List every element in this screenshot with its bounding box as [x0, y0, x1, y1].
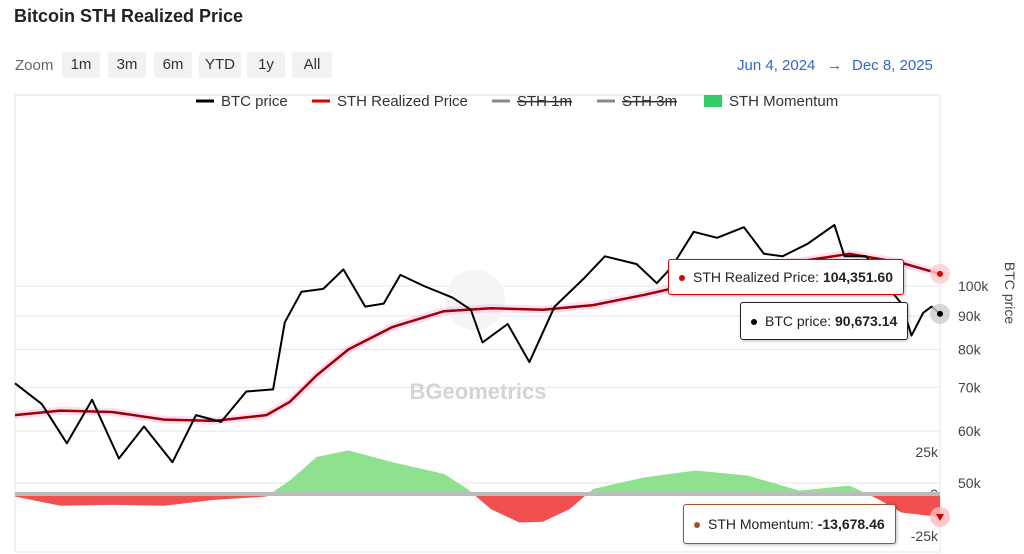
- btc-tooltip-dot: [751, 319, 757, 326]
- sth-hover-point: [937, 270, 943, 277]
- momentum-tooltip-value: -13,678.46: [817, 516, 885, 532]
- y-tick-label: 80k: [958, 341, 982, 357]
- zoom-6m-button[interactable]: 6m: [154, 52, 192, 78]
- momentum-tick-label: 25k: [915, 444, 939, 460]
- zoom-label: Zoom: [15, 57, 54, 74]
- y-tick-label: 60k: [958, 423, 982, 439]
- momentum-area-negative: [15, 494, 940, 523]
- sth-tooltip-dot: [679, 275, 685, 282]
- zoom-1m-button[interactable]: 1m: [62, 52, 100, 78]
- range-from-input[interactable]: Jun 4, 2024: [737, 57, 816, 74]
- momentum-area-positive: [15, 450, 940, 494]
- legend-item-label: STH 3m: [622, 93, 677, 110]
- range-to-input[interactable]: Dec 8, 2025: [852, 57, 933, 74]
- legend-item-label: STH 1m: [517, 93, 572, 110]
- momentum-hover-point: [936, 513, 944, 521]
- legend-swatch: [704, 95, 722, 107]
- btc-tooltip-label: BTC price:: [765, 313, 832, 329]
- sth-tooltip-value: 104,351.60: [822, 269, 894, 285]
- zoom-ytd-button[interactable]: YTD: [199, 52, 241, 78]
- y-tick-label: 50k: [958, 475, 982, 491]
- watermark-logo: [445, 270, 505, 330]
- momentum-tooltip: STH Momentum: -13,678.46: [683, 504, 896, 544]
- legend-item-label: STH Momentum: [729, 93, 838, 110]
- momentum-tooltip-dot: [694, 522, 700, 529]
- btc-tooltip: BTC price: 90,673.14: [740, 302, 909, 340]
- range-arrow: →: [827, 57, 842, 74]
- y-tick-label: 100k: [958, 278, 989, 294]
- momentum-tooltip-label: STH Momentum:: [708, 516, 814, 532]
- chart-title: Bitcoin STH Realized Price: [14, 6, 244, 26]
- zoom-all-button[interactable]: All: [292, 52, 332, 78]
- sth-tooltip: STH Realized Price: 104,351.60: [668, 259, 905, 295]
- btc-price-line: [14, 223, 941, 464]
- y-tick-label: 70k: [958, 379, 982, 395]
- legend-item-label: BTC price: [221, 93, 288, 110]
- watermark-text: BGeometrics: [410, 379, 547, 404]
- momentum-tick-label: -25k: [911, 528, 939, 544]
- zoom-1y-button[interactable]: 1y: [247, 52, 285, 78]
- sth-tooltip-label: STH Realized Price:: [693, 269, 820, 285]
- legend-item-label: STH Realized Price: [337, 93, 468, 110]
- y-axis-title: BTC price: [1002, 262, 1018, 324]
- btc-hover-point: [937, 310, 943, 317]
- y-tick-label: 90k: [958, 308, 982, 324]
- btc-tooltip-value: 90,673.14: [835, 313, 898, 329]
- zoom-3m-button[interactable]: 3m: [108, 52, 146, 78]
